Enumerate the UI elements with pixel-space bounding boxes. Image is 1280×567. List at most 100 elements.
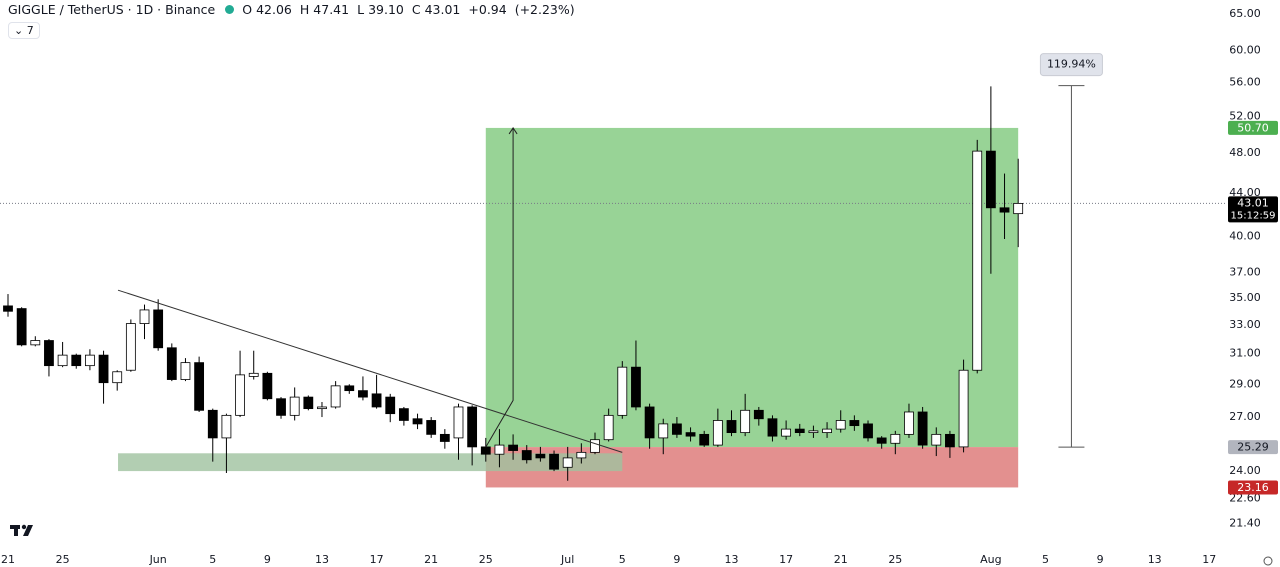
y-tick-label: 52.00 [1229,109,1261,122]
candle-body [631,366,641,408]
ohlc-prefix: H [299,2,310,17]
candle-body [235,374,245,416]
candle-body [644,406,655,439]
symbol-header: GIGGLE / TetherUS · 1D · Binance O 42.06 H… [8,2,579,17]
x-tick-label: 5 [619,553,626,566]
candle-body [699,433,710,446]
y-tick-label: 31.00 [1229,347,1261,360]
ohlc-value: 42.06 [256,2,292,17]
candle-body [180,362,191,380]
candle-body [999,207,1010,213]
candle-body [945,433,955,448]
x-tick-label: Jul [560,553,574,566]
x-tick-label: 9 [264,553,271,566]
candle-body [453,406,464,439]
candle-body [535,453,546,459]
candle-body [904,411,914,435]
candle-body [521,450,532,461]
candle-body [344,385,355,392]
x-tick-label: 13 [315,553,329,566]
candle-body [753,409,764,420]
y-tick-label: 24.00 [1229,464,1261,477]
x-tick-label: 9 [1097,553,1104,566]
candle-body [166,347,177,380]
candle-body [562,457,573,468]
y-tick-label: 56.00 [1229,75,1261,88]
logo-part [21,524,27,530]
y-tick-label: 60.00 [1229,44,1261,57]
candle-body [658,423,669,439]
candle-body [426,420,437,435]
x-tick-label: Aug [980,553,1001,566]
candle-body [494,444,505,455]
x-tick-label: 25 [56,553,70,566]
y-tick-label: 48.00 [1229,146,1261,159]
settings-icon[interactable] [1263,556,1273,566]
candle-body [125,323,136,371]
candle-body [153,309,164,349]
y-tick-label: 40.00 [1229,230,1261,243]
candle-body [549,453,559,470]
arrow-head [508,127,518,135]
candle-body [617,366,628,416]
candle-body [794,428,805,434]
status-dot [225,5,235,14]
indicators-toggle[interactable]: ⌄ 7 [8,22,40,39]
projection-arrow [485,127,514,448]
candle-body [863,423,873,439]
candle-body [781,428,792,437]
profit-zone [485,127,1019,448]
candle-body [876,437,887,444]
stop-price-tag-box [1228,480,1278,495]
last-price-tag: 43.01 [1237,196,1269,209]
candle-body [590,439,600,453]
x-tick-label: 25 [888,553,902,566]
candle-body [480,446,491,455]
x-tick-label: Jun [149,553,167,566]
candle-body [194,362,205,411]
candle-body [822,428,832,434]
support-zone [118,453,623,472]
ohlc-prefix: O [242,2,253,17]
target-price-tag-box [1228,120,1278,135]
candle-body [317,406,327,410]
candle-body [85,354,95,367]
candle-body [439,433,450,442]
measure-label: 119.94% [1047,58,1096,71]
candle-body [712,420,723,446]
candle-body [289,396,300,416]
ohlc-prefix: C [411,2,421,17]
candle-body [1013,203,1024,215]
candle-body [358,390,368,398]
symbol-title: GIGGLE / TetherUS · 1D · Binance [8,2,216,17]
y-tick-label: 44.00 [1229,186,1261,199]
trendline [117,289,623,453]
y-tick-label: 21.40 [1229,517,1261,530]
x-tick-label: 9 [673,553,680,566]
candle-body [603,414,614,441]
change-value: +0.94 [468,2,507,17]
change-percent: (+2.23%) [514,2,575,17]
candle-body [890,433,901,444]
countdown: 15:12:59 [1231,210,1276,221]
x-tick-label: 17 [1202,553,1216,566]
candle-body [985,150,996,209]
entry-price-tag-box [1228,440,1278,455]
candle-body [412,418,423,425]
candle-body [112,371,123,384]
ohlc-value: 39.10 [368,2,404,17]
y-tick-label: 33.00 [1229,318,1261,331]
x-tick-label: 5 [209,553,216,566]
last-price-box [1228,196,1278,223]
candle-body [207,409,218,439]
candle-body [44,340,54,367]
candle-body [221,414,232,439]
candle-body [16,308,27,346]
candle-body [385,396,396,415]
ohlc-prefix: L [357,2,365,17]
candle-body [467,406,478,448]
candle-body [767,418,778,437]
candle-body [808,430,819,434]
